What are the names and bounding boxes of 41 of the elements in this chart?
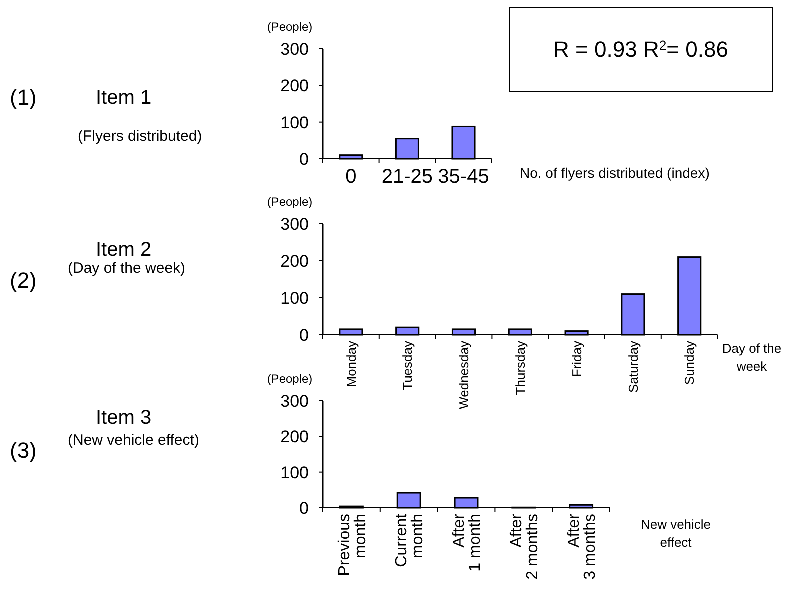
y-tick-label: 300 [280, 40, 309, 59]
text: (3) [10, 438, 37, 463]
y-tick-label: 300 [280, 392, 309, 411]
x-axis-title: New vehicle effect [640, 517, 712, 550]
x-axis-title: No. of flyers distributed (index) [520, 165, 710, 181]
text: Item 2 [96, 239, 152, 261]
x-tick-label: Saturday [626, 340, 641, 394]
x-tick-label: Thursday [512, 340, 528, 396]
y-tick-label: 200 [280, 428, 309, 447]
x-tick-label: Previous month [336, 514, 370, 576]
y-tick-label: 200 [280, 76, 309, 96]
x-tick-label: After 3 months [566, 513, 599, 580]
x-tick-label: 0 [346, 166, 357, 188]
text: (Day of the week) [68, 260, 186, 277]
y-tick-label: 200 [280, 252, 309, 271]
y-axis-title: (People) [267, 20, 313, 34]
y-tick-label: 100 [280, 288, 309, 308]
x-tick-label: Friday [569, 340, 584, 378]
y-tick-label: 100 [280, 463, 309, 482]
text: Item 1 [96, 87, 152, 109]
text: R = 0.93 R$^{2}$= 0.86 [554, 37, 728, 62]
y-tick-label: 0 [300, 498, 309, 518]
x-tick-label: Monday [344, 340, 359, 388]
y-axis-title: (People) [267, 372, 313, 386]
x-tick-label: 35-45 [438, 166, 490, 188]
text: (1) [10, 85, 37, 110]
y-tick-label: 0 [300, 150, 309, 169]
x-tick-label: Tuesday [400, 340, 416, 390]
text: (Flyers distributed) [78, 128, 202, 145]
x-tick-label: After 2 months [508, 513, 542, 580]
x-axis-title: Day of the week [722, 341, 782, 374]
y-tick-label: 300 [280, 214, 309, 234]
text: Item 3 [96, 407, 152, 429]
y-tick-label: 0 [300, 326, 309, 345]
y-tick-label: 100 [280, 113, 309, 132]
text: (2) [10, 268, 37, 293]
x-tick-label: Wednesday [456, 340, 472, 410]
x-tick-label: Sunday [682, 340, 698, 386]
x-tick-label: 21-25 [382, 166, 434, 188]
text: (New vehicle effect) [68, 432, 200, 449]
y-axis-title: (People) [267, 195, 313, 209]
